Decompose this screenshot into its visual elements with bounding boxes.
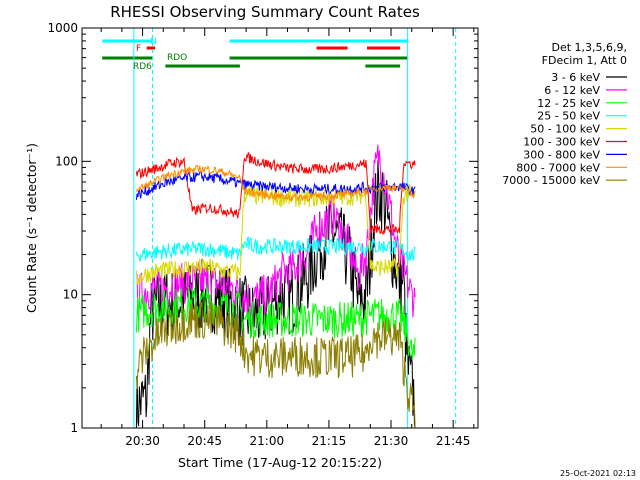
x-tick-label: 21:15 <box>312 434 347 448</box>
x-tick-label: 21:45 <box>436 434 471 448</box>
flag-label-rd6: RD6 <box>133 62 152 72</box>
legend-entry-label: 6 - 12 keV <box>544 84 600 97</box>
flag-label-flare: F <box>136 44 141 54</box>
series-line <box>135 160 416 429</box>
legend-header-line-2: FDecim 1, Att 0 <box>542 54 627 67</box>
plot-frame <box>81 27 479 429</box>
legend-entry-label: 50 - 100 keV <box>530 123 600 136</box>
y-axis-label: Count Rate (s⁻¹ detector⁻¹) <box>24 143 39 313</box>
series-line <box>135 183 416 285</box>
legend-entry-label: 3 - 6 keV <box>551 71 600 84</box>
x-tick-label: 20:30 <box>125 434 160 448</box>
flag-label-group: N F RDO RD6 <box>133 37 187 72</box>
flag-label-night: N <box>150 37 157 47</box>
vertical-markers <box>133 28 457 428</box>
x-axis-label: Start Time (17-Aug-12 20:15:22) <box>178 455 382 470</box>
legend: Det 1,3,5,6,9, FDecim 1, Att 0 3 - 6 keV… <box>502 41 627 187</box>
y-axis: 1 10 100 1000 <box>47 21 478 435</box>
y-tick-label: 10 <box>63 288 78 302</box>
flag-label-rdo: RDO <box>167 53 187 63</box>
series-line <box>135 164 416 202</box>
y-tick-label: 1000 <box>47 21 78 35</box>
x-axis: 20:30 20:45 21:00 21:15 21:30 21:45 <box>100 28 475 448</box>
timestamp: 25-Oct-2021 02:13 <box>560 469 636 478</box>
legend-entry-label: 800 - 7000 keV <box>516 161 600 174</box>
chart-title: RHESSI Observing Summary Count Rates <box>110 3 420 21</box>
x-tick-label: 21:00 <box>250 434 285 448</box>
x-tick-label: 20:45 <box>187 434 222 448</box>
legend-entry-label: 25 - 50 keV <box>537 110 600 123</box>
data-series <box>135 144 416 429</box>
legend-entry-label: 12 - 25 keV <box>537 97 600 110</box>
y-tick-label: 1 <box>70 421 78 435</box>
y-tick-label: 100 <box>55 154 78 168</box>
series-line <box>135 152 416 235</box>
legend-entry-label: 100 - 300 keV <box>523 136 600 149</box>
legend-entry-label: 300 - 800 keV <box>523 148 600 161</box>
x-tick-label: 21:30 <box>374 434 409 448</box>
legend-entry-label: 7000 - 15000 keV <box>502 174 600 187</box>
legend-header-line-1: Det 1,3,5,6,9, <box>551 41 627 54</box>
flag-bars <box>102 39 408 68</box>
series-line <box>135 300 416 429</box>
